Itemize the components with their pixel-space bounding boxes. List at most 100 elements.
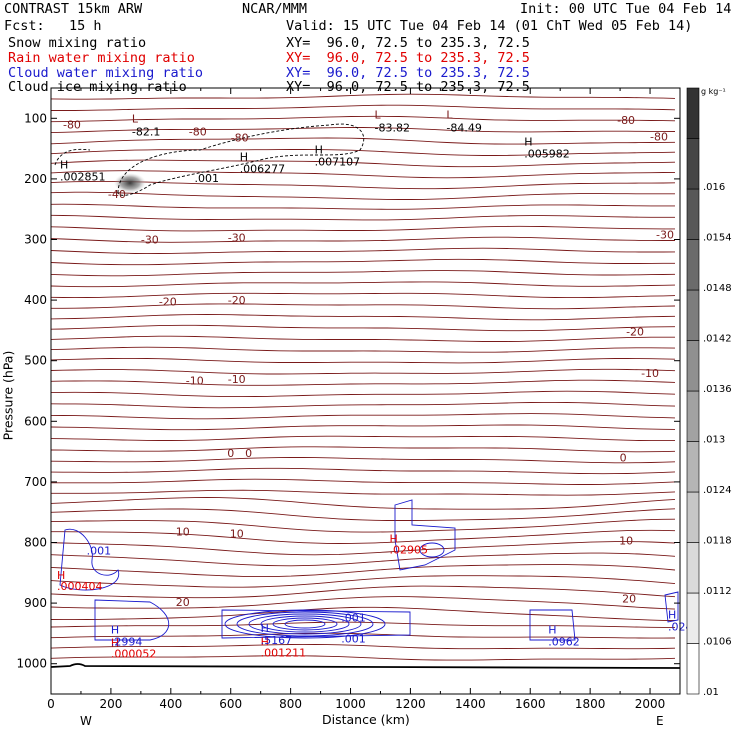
temperature-contour-line <box>50 214 675 221</box>
colorbar-label: .0124 <box>703 485 732 496</box>
cloud-water-contour-label: .001 <box>341 632 366 645</box>
rain-maximum-value: .001211 <box>261 647 307 660</box>
cloud-water-contour-label: .001 <box>87 545 112 558</box>
temperature-contour-label: 0 <box>245 447 252 460</box>
temperature-contour-line <box>50 357 676 364</box>
temperature-contour-line <box>50 127 676 134</box>
temperature-minimum-marker: L <box>446 108 453 121</box>
colorbar-segment <box>686 441 700 493</box>
colorbar-label: .0112 <box>703 586 732 597</box>
cloud-ice-contour <box>117 123 365 196</box>
temperature-contour-line <box>50 170 676 179</box>
rain-maximum-value: .000404 <box>57 580 103 593</box>
temperature-contour-line <box>50 346 676 353</box>
y-tick-label: 300 <box>24 233 47 247</box>
temperature-contour-line <box>50 413 676 420</box>
y-tick-label: 900 <box>24 596 47 610</box>
temperature-contour-line <box>50 314 676 321</box>
cloud-ice-contour <box>54 148 91 166</box>
cloud-water-contour <box>59 528 120 591</box>
x-tick-label: 600 <box>219 697 242 711</box>
y-tick-label: 400 <box>24 293 47 307</box>
cloud-water-contour <box>394 499 456 571</box>
temperature-contour-line <box>51 303 676 310</box>
cloud-ice-maximum-value: .007107 <box>315 155 361 168</box>
colorbar-label: .013 <box>703 434 725 445</box>
colorbar-segment <box>686 592 700 644</box>
temperature-contour-line <box>50 137 676 145</box>
temperature-contour-line <box>50 564 676 578</box>
cloud-ice-maximum-value: .005982 <box>524 148 570 161</box>
temperature-contour-line <box>50 191 675 200</box>
cloud-water-maximum-marker: H <box>548 623 556 636</box>
cloud-ice-maximum-marker: H <box>524 136 532 149</box>
temperature-contour-label: -30 <box>228 232 246 245</box>
temperature-contour-label: -10 <box>641 367 659 380</box>
temperature-contour-line <box>50 575 676 588</box>
x-tick-label: 1800 <box>575 697 606 711</box>
y-tick-label: 600 <box>24 414 47 428</box>
x-tick-label: 400 <box>159 697 182 711</box>
colorbar-segment <box>686 289 700 341</box>
temperature-contour-line <box>50 446 676 453</box>
temperature-contour-line <box>50 270 676 277</box>
forecast-hour: Fcst: 15 h <box>4 18 102 34</box>
cloud-water-contour <box>248 613 362 635</box>
temperature-contour-line <box>50 115 676 123</box>
y-tick-label: 500 <box>24 354 47 368</box>
temperature-contour-line <box>50 159 676 168</box>
x-tick-label: 2000 <box>635 697 666 711</box>
temperature-contour-line <box>50 508 676 521</box>
temperature-contour-line <box>50 368 676 375</box>
surface-line <box>50 663 681 669</box>
init-time: Init: 00 UTC Tue 04 Feb 14 <box>520 1 732 17</box>
temperature-contour-line <box>50 457 676 464</box>
cloud-water-contour <box>260 615 350 633</box>
colorbar-label: .01 <box>703 687 719 698</box>
temperature-contour-label: 10 <box>176 526 190 539</box>
cloud-water-contour <box>419 542 445 558</box>
rain-maximum-marker: H <box>389 533 397 546</box>
temperature-contour-line <box>50 596 676 610</box>
cloud-water-contour-label: .001 <box>341 611 366 624</box>
temperature-contour-line <box>50 225 675 232</box>
cloud-ice-maximum-marker: H <box>315 143 323 156</box>
y-tick-label: 100 <box>24 111 47 125</box>
colorbar-label: .0148 <box>703 283 732 294</box>
temperature-contour-label: -10 <box>186 375 204 388</box>
temperature-contour-line <box>51 104 676 111</box>
temperature-contour-label: 10 <box>619 535 633 548</box>
cloud-water-contour <box>224 609 386 639</box>
temperature-contour-line <box>50 435 675 442</box>
cloud-water-maximum-value: .5167 <box>261 634 293 647</box>
x-tick-label: 800 <box>279 697 302 711</box>
temperature-contour-line <box>50 497 676 510</box>
temperature-minimum-value: -84.49 <box>446 121 481 134</box>
temperature-contour-line <box>50 606 676 621</box>
temperature-contour-line <box>50 401 676 409</box>
temperature-contour-line <box>50 621 675 628</box>
temperature-minimum-marker: L <box>132 113 139 126</box>
colorbar-unit: g kg⁻¹ <box>701 87 726 96</box>
rain-maximum-value: .000052 <box>111 648 156 661</box>
field-name-cloud-water: Cloud water mixing ratio <box>8 65 204 81</box>
temperature-contour-line <box>50 149 676 156</box>
colorbar-segment <box>686 542 700 594</box>
x-tick-label: 1600 <box>515 697 546 711</box>
temperature-contour-line <box>50 518 676 533</box>
temperature-contour-label: -10 <box>228 373 246 386</box>
temperature-contour-line <box>50 180 676 190</box>
cloud-water-contour <box>272 617 338 631</box>
temperature-contour-label: -80 <box>650 130 668 143</box>
y-tick-label: 200 <box>24 172 47 186</box>
temperature-contour-label: 10 <box>230 527 244 540</box>
temperature-minimum-value: -82.1 <box>132 126 160 139</box>
colorbar-label: .0136 <box>703 384 732 395</box>
colorbar-segment <box>686 138 700 190</box>
temperature-contour-line <box>50 424 676 431</box>
temperature-contour-label: -30 <box>141 234 159 247</box>
temperature-contour-label: -80 <box>617 114 635 127</box>
x-tick-label: 200 <box>99 697 122 711</box>
temperature-contour-line <box>50 236 675 243</box>
